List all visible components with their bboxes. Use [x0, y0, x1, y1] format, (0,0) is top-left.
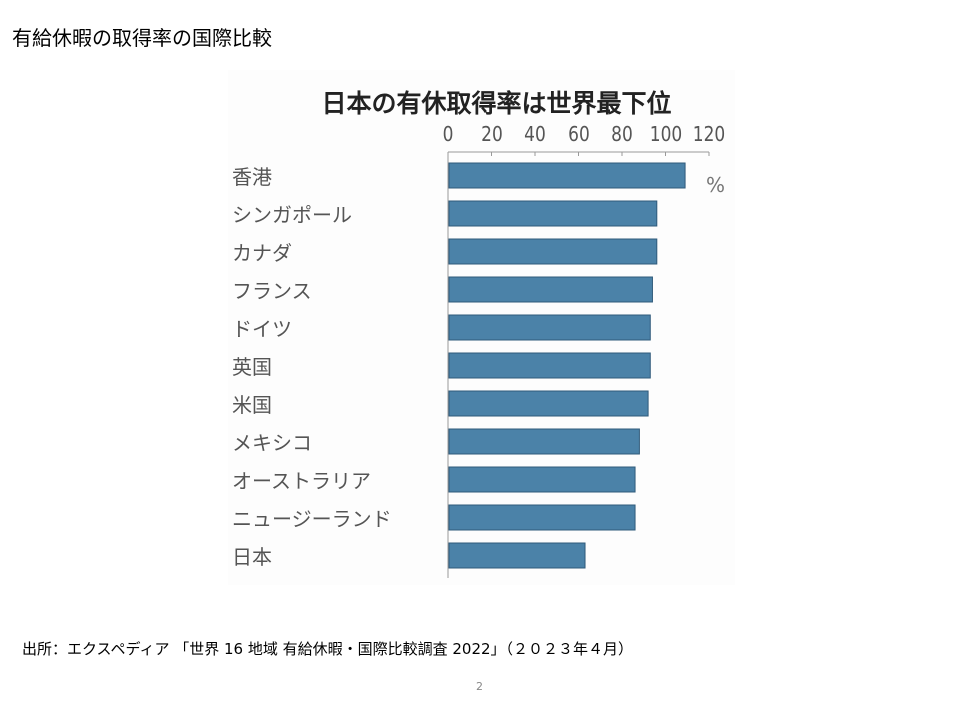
category-label: ニュージーランド: [232, 507, 392, 531]
bar: [448, 504, 636, 531]
x-tick-label: 40: [524, 122, 546, 146]
category-label: ドイツ: [232, 317, 292, 341]
bar: [448, 314, 651, 341]
bar: [448, 162, 686, 189]
category-label: メキシコ: [232, 431, 312, 455]
page-number: 2: [476, 680, 483, 693]
category-label: シンガポール: [232, 203, 352, 227]
x-tick-label: 80: [611, 122, 633, 146]
bar: [448, 276, 653, 303]
x-tick-label: 120: [692, 122, 726, 146]
x-tick-label: 60: [567, 122, 590, 146]
bar: [448, 466, 636, 493]
chart: 日本の有休取得率は世界最下位 % 0 20 40 60 80 100 120 香港シンガポール…: [228, 70, 735, 585]
chart-title: 日本の有休取得率は世界最下位: [321, 89, 672, 118]
category-label: フランス: [232, 279, 312, 303]
bar: [448, 200, 658, 227]
chart-svg: [447, 151, 710, 578]
category-label: カナダ: [232, 241, 292, 265]
source-note: 出所：エクスペディア 「世界 16 地域 有給休暇・国際比較調査 2022」（２…: [22, 640, 634, 658]
bar: [448, 428, 640, 455]
bar: [448, 238, 658, 265]
unit-label: %: [706, 173, 726, 197]
category-label: 米国: [232, 393, 272, 417]
category-label: 日本: [232, 545, 272, 569]
bar: [448, 542, 586, 569]
bar: [448, 390, 649, 417]
category-label: オーストラリア: [232, 469, 371, 493]
x-tick-label: 20: [480, 122, 503, 146]
x-tick-label: 100: [649, 122, 682, 146]
slide-title: 有給休暇の取得率の国際比較: [12, 26, 272, 50]
x-tick-label: 0: [442, 122, 454, 146]
bar: [448, 352, 651, 379]
category-label: 英国: [232, 355, 272, 379]
category-label: 香港: [232, 165, 272, 189]
